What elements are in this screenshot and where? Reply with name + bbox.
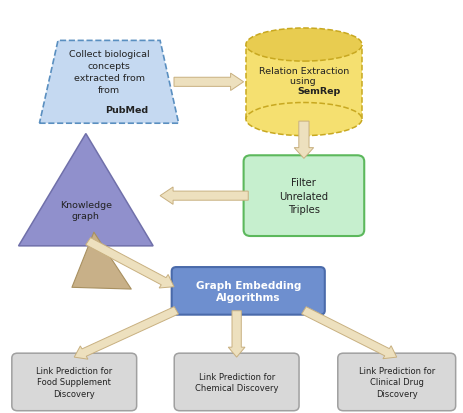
FancyArrow shape	[86, 238, 174, 288]
Text: SemRep: SemRep	[296, 87, 340, 96]
Text: Link Prediction for
Food Supplement
Discovery: Link Prediction for Food Supplement Disc…	[36, 366, 112, 398]
Text: Relation Extraction
using: Relation Extraction using	[258, 67, 348, 86]
FancyBboxPatch shape	[12, 353, 137, 411]
Text: Collect biological
concepts
extracted from
from: Collect biological concepts extracted fr…	[69, 50, 149, 95]
Bar	[245, 45, 361, 120]
FancyArrow shape	[228, 311, 244, 357]
Text: Link Prediction for
Clinical Drug
Discovery: Link Prediction for Clinical Drug Discov…	[358, 366, 434, 398]
Ellipse shape	[245, 29, 361, 62]
Text: Filter
Unrelated
Triples: Filter Unrelated Triples	[279, 178, 328, 214]
Text: Graph Embedding
Algorithms: Graph Embedding Algorithms	[195, 280, 300, 302]
FancyBboxPatch shape	[174, 353, 299, 411]
FancyBboxPatch shape	[171, 268, 324, 315]
Text: Knowledge
graph: Knowledge graph	[60, 201, 112, 220]
Text: Link Prediction for
Chemical Discovery: Link Prediction for Chemical Discovery	[194, 372, 278, 392]
FancyBboxPatch shape	[243, 156, 363, 236]
FancyArrow shape	[74, 307, 178, 359]
Polygon shape	[19, 134, 153, 246]
FancyArrow shape	[301, 307, 396, 359]
FancyArrow shape	[174, 74, 243, 91]
Polygon shape	[39, 41, 178, 124]
FancyArrow shape	[294, 122, 313, 159]
FancyBboxPatch shape	[337, 353, 455, 411]
Ellipse shape	[245, 103, 361, 136]
FancyArrow shape	[160, 188, 248, 205]
FancyArrowPatch shape	[72, 233, 131, 290]
Text: PubMed: PubMed	[105, 106, 148, 115]
